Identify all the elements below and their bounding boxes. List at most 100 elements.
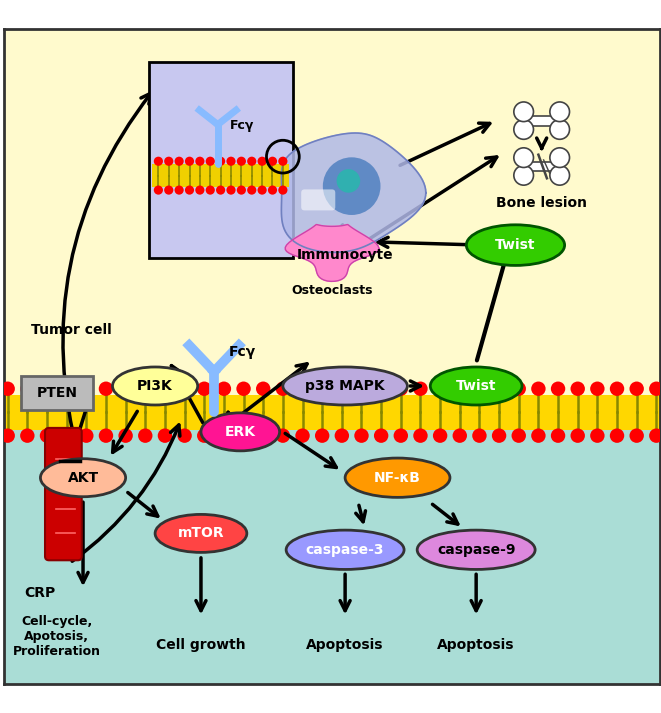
Circle shape	[216, 157, 225, 166]
Circle shape	[590, 381, 605, 396]
Circle shape	[164, 157, 173, 166]
Circle shape	[258, 185, 266, 195]
Circle shape	[185, 157, 194, 166]
Circle shape	[354, 429, 369, 443]
Circle shape	[20, 429, 34, 443]
Circle shape	[492, 381, 506, 396]
Text: Apoptosis: Apoptosis	[438, 638, 515, 652]
Circle shape	[258, 157, 266, 166]
Circle shape	[472, 429, 486, 443]
Text: Twist: Twist	[495, 238, 535, 252]
Circle shape	[323, 158, 381, 215]
Circle shape	[413, 381, 428, 396]
Bar	[524, 116, 560, 125]
Circle shape	[175, 185, 184, 195]
Circle shape	[550, 120, 570, 139]
Bar	[5, 412, 660, 684]
Circle shape	[629, 429, 644, 443]
Circle shape	[295, 381, 310, 396]
Circle shape	[278, 185, 288, 195]
Circle shape	[413, 429, 428, 443]
Circle shape	[514, 165, 533, 185]
Circle shape	[177, 429, 192, 443]
Circle shape	[79, 381, 93, 396]
Circle shape	[164, 185, 173, 195]
Circle shape	[453, 381, 467, 396]
Circle shape	[610, 381, 624, 396]
Circle shape	[393, 429, 408, 443]
Text: Cell growth: Cell growth	[156, 638, 246, 652]
Text: Bone lesion: Bone lesion	[496, 196, 587, 210]
Circle shape	[268, 157, 277, 166]
Ellipse shape	[201, 413, 280, 451]
Circle shape	[334, 381, 349, 396]
Circle shape	[315, 381, 329, 396]
Bar	[5, 29, 660, 412]
Circle shape	[278, 157, 288, 166]
Circle shape	[154, 157, 163, 166]
Text: AKT: AKT	[67, 471, 98, 485]
Circle shape	[1, 429, 15, 443]
Circle shape	[550, 165, 570, 185]
Ellipse shape	[112, 367, 198, 405]
Circle shape	[531, 429, 545, 443]
Circle shape	[40, 429, 54, 443]
Text: p38 MAPK: p38 MAPK	[305, 379, 385, 393]
Circle shape	[590, 429, 605, 443]
Ellipse shape	[417, 530, 535, 570]
Circle shape	[197, 429, 212, 443]
Circle shape	[514, 148, 533, 168]
Circle shape	[197, 381, 212, 396]
Circle shape	[315, 429, 329, 443]
Circle shape	[336, 169, 360, 193]
Text: Immunocyte: Immunocyte	[297, 248, 393, 262]
Circle shape	[79, 429, 93, 443]
Circle shape	[276, 429, 290, 443]
Circle shape	[550, 102, 570, 122]
Circle shape	[247, 185, 256, 195]
Circle shape	[256, 429, 270, 443]
Circle shape	[570, 429, 585, 443]
Ellipse shape	[283, 367, 407, 405]
Ellipse shape	[286, 530, 404, 570]
Text: Fcγ: Fcγ	[229, 345, 256, 359]
Text: CRP: CRP	[24, 586, 56, 600]
Text: NF-κB: NF-κB	[374, 471, 421, 485]
Circle shape	[158, 381, 172, 396]
Circle shape	[195, 157, 204, 166]
Circle shape	[334, 429, 349, 443]
Circle shape	[237, 157, 246, 166]
Circle shape	[227, 157, 235, 166]
Bar	[5, 394, 660, 430]
Circle shape	[514, 120, 533, 139]
Text: PI3K: PI3K	[137, 379, 173, 393]
Circle shape	[138, 381, 153, 396]
Circle shape	[59, 429, 74, 443]
Text: Twist: Twist	[456, 379, 496, 393]
Bar	[152, 164, 290, 188]
Circle shape	[206, 185, 215, 195]
Circle shape	[514, 102, 533, 122]
Circle shape	[217, 381, 231, 396]
Circle shape	[295, 429, 310, 443]
Circle shape	[195, 185, 204, 195]
Circle shape	[550, 148, 570, 168]
Circle shape	[374, 429, 389, 443]
Circle shape	[217, 429, 231, 443]
Circle shape	[551, 381, 565, 396]
Circle shape	[237, 381, 251, 396]
Circle shape	[276, 381, 290, 396]
Ellipse shape	[345, 458, 450, 498]
Circle shape	[177, 381, 192, 396]
Circle shape	[237, 185, 246, 195]
Text: Osteoclasts: Osteoclasts	[292, 284, 373, 297]
Circle shape	[40, 381, 54, 396]
Circle shape	[256, 381, 270, 396]
Ellipse shape	[430, 367, 522, 405]
Bar	[524, 162, 560, 171]
Circle shape	[118, 429, 133, 443]
Circle shape	[354, 381, 369, 396]
Circle shape	[185, 185, 194, 195]
Circle shape	[472, 381, 486, 396]
Text: Apoptosis: Apoptosis	[306, 638, 384, 652]
